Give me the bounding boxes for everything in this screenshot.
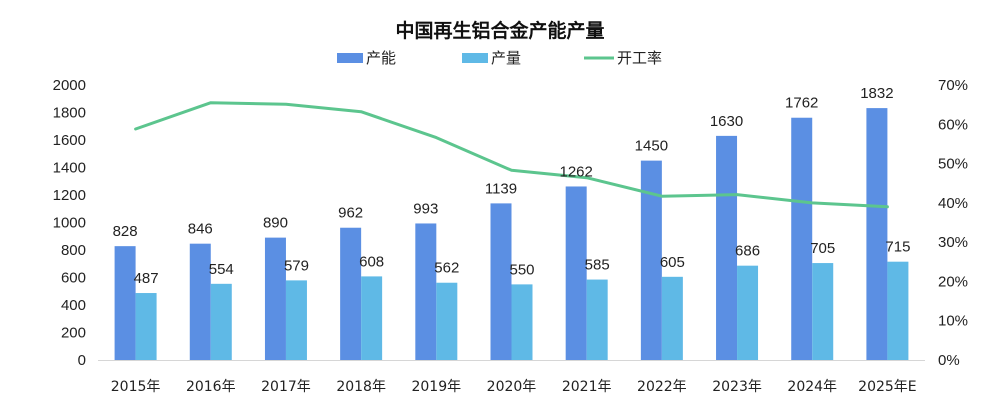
legend-utilization-label: 开工率: [617, 49, 662, 67]
data-label-capacity: 1139: [485, 180, 517, 197]
data-label-capacity: 828: [113, 223, 138, 240]
bar-capacity: [640, 160, 662, 360]
data-label-capacity: 1630: [710, 113, 743, 130]
y-left-tick: 1600: [53, 132, 86, 149]
legend-capacity-swatch: [337, 53, 363, 63]
y-left-tick: 800: [61, 242, 86, 259]
bar-capacity: [189, 243, 211, 360]
y-left-tick: 400: [61, 297, 86, 314]
y-left-tick: 600: [61, 270, 86, 287]
data-label-capacity: 846: [188, 221, 213, 238]
y-left-tick: 1200: [53, 187, 86, 204]
legend-output-swatch: [462, 53, 488, 63]
x-tick-label: 2018年: [336, 379, 386, 395]
y-right-tick: 50%: [938, 156, 968, 173]
data-label-output: 608: [359, 253, 384, 270]
data-label-output: 605: [660, 254, 685, 271]
data-label-output: 487: [134, 270, 159, 287]
y-right-tick: 0%: [938, 352, 960, 369]
bar-output: [135, 293, 157, 360]
bar-output: [210, 283, 232, 360]
y-right-tick: 30%: [938, 234, 968, 251]
x-tick-label: 2023年: [712, 379, 762, 395]
y-right-tick: 60%: [938, 116, 968, 133]
x-tick-label: 2024年: [787, 379, 837, 395]
legend: 产能 产量 开工率: [337, 49, 662, 67]
data-label-output: 550: [509, 261, 534, 278]
data-label-capacity: 890: [263, 215, 288, 232]
y-left-tick: 1000: [53, 215, 86, 232]
data-labels: 828 846 890 962 993 1139 1262 1450 1630 1762 1832 4…: [113, 85, 911, 287]
x-axis: 2015年 2016年 2017年 2018年 2019年 2020年 2021年 2022年…: [111, 379, 917, 395]
data-label-capacity: 993: [413, 200, 438, 217]
x-tick-label: 2016年: [186, 379, 236, 395]
data-label-output: 705: [810, 240, 835, 257]
legend-capacity: 产能: [337, 49, 396, 67]
x-tick-label: 2020年: [487, 379, 537, 395]
bar-capacity: [340, 227, 362, 360]
bar-capacity: [716, 135, 738, 360]
chart-title: 中国再生铝合金产能产量: [395, 19, 604, 42]
bar-capacity: [264, 237, 286, 360]
bar-output: [361, 276, 383, 360]
line-points: [135, 102, 888, 207]
legend-capacity-label: 产能: [366, 49, 396, 67]
x-tick-label: 2021年: [562, 379, 612, 395]
bar-output: [285, 280, 307, 360]
data-label-capacity: 1832: [860, 85, 893, 102]
y-right-tick: 70%: [938, 77, 968, 94]
x-tick-label: 2015年: [111, 379, 161, 395]
y-left-tick: 2000: [53, 77, 86, 94]
bar-output: [436, 282, 458, 360]
x-tick-label: 2019年: [411, 379, 461, 395]
data-label-output: 715: [885, 239, 910, 256]
data-label-output: 562: [434, 260, 459, 277]
bar-capacity: [866, 108, 888, 360]
bars: [114, 108, 909, 360]
bar-capacity: [114, 246, 136, 360]
data-label-capacity: 1450: [635, 138, 668, 155]
bar-capacity: [490, 203, 512, 360]
legend-utilization: 开工率: [584, 49, 662, 67]
bar-capacity: [791, 117, 813, 360]
data-label-output: 554: [209, 261, 234, 278]
bar-output: [661, 276, 683, 360]
y-left-tick: 0: [78, 352, 86, 369]
data-label-output: 585: [585, 257, 610, 274]
legend-output-label: 产量: [491, 49, 521, 67]
y-left-tick: 1400: [53, 160, 86, 177]
bar-capacity: [415, 223, 437, 360]
bar-output: [586, 279, 608, 360]
y-left-tick: 1800: [53, 105, 86, 122]
y-axis-left: 0 200 400 600 800 1000 1200 1400 1600 1800 2000: [53, 77, 86, 369]
bar-output: [737, 265, 759, 360]
bar-output: [812, 263, 834, 360]
y-axis-right: 0% 10% 20% 30% 40% 50% 60% 70%: [938, 77, 968, 369]
x-tick-label: 2025年E: [858, 379, 916, 395]
bar-output: [887, 261, 909, 360]
bar-capacity: [565, 186, 587, 360]
legend-output: 产量: [462, 49, 521, 67]
bar-output: [511, 284, 533, 360]
data-label-capacity: 1762: [785, 95, 818, 112]
data-label-capacity: 962: [338, 205, 363, 222]
x-tick-label: 2022年: [637, 379, 687, 395]
y-left-tick: 200: [61, 325, 86, 342]
y-right-tick: 10%: [938, 313, 968, 330]
x-tick-label: 2017年: [261, 379, 311, 395]
data-label-capacity: 1262: [559, 163, 592, 180]
data-label-output: 686: [735, 243, 760, 260]
y-right-tick: 40%: [938, 195, 968, 212]
y-right-tick: 20%: [938, 273, 968, 290]
data-label-output: 579: [284, 257, 309, 274]
